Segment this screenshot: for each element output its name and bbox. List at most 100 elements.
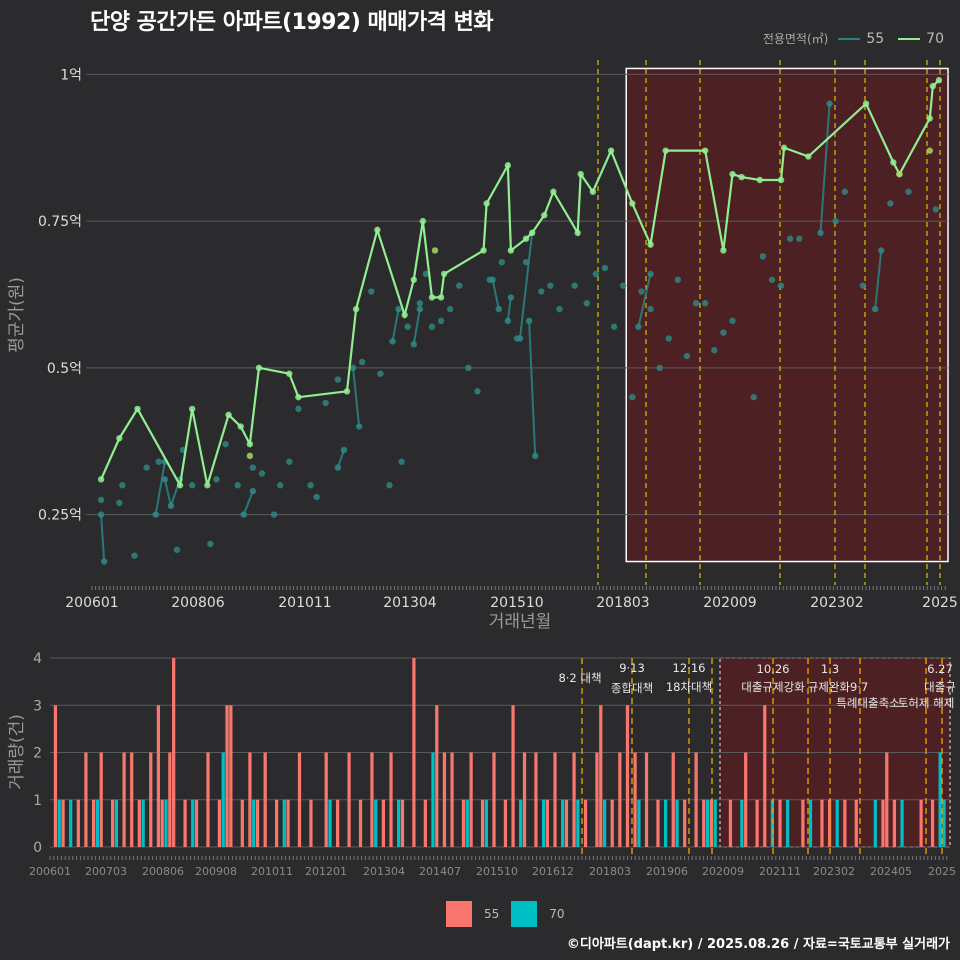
- bar-55: [172, 658, 176, 847]
- bar-55: [229, 705, 233, 847]
- y-tick-label: 0.75억: [38, 214, 82, 230]
- bar-55: [885, 752, 889, 847]
- bar-70: [576, 799, 580, 847]
- policy-annotation: 종합대책: [611, 681, 653, 695]
- series-70-point: [777, 176, 785, 184]
- bar-x-tick-label: 201803: [589, 865, 631, 878]
- series-70-point: [522, 235, 530, 242]
- x-tick-label: 2025: [922, 595, 958, 611]
- bar-70: [397, 799, 401, 847]
- series-70-point: [225, 411, 232, 418]
- series-55-line: [819, 103, 831, 233]
- bar-70: [561, 799, 565, 847]
- bar-70: [465, 799, 469, 847]
- bar-55: [137, 799, 141, 847]
- bar-x-tick-label: 202111: [759, 865, 801, 878]
- series-55-point: [796, 235, 803, 242]
- series-70-point: [896, 170, 903, 178]
- bar-55: [843, 799, 847, 847]
- bar-55: [240, 799, 244, 847]
- series-55-point: [474, 388, 481, 395]
- series-70-point: [926, 115, 933, 122]
- series-70-point: [431, 247, 439, 254]
- series-55-point: [629, 393, 636, 401]
- series-70-point: [607, 147, 615, 154]
- series-55-point: [786, 235, 794, 242]
- bar-x-tick-label: 202009: [702, 865, 744, 878]
- series-55-point: [355, 423, 363, 430]
- bar-55: [618, 752, 622, 847]
- bar-70: [835, 799, 839, 847]
- series-55-point: [276, 482, 284, 489]
- bar-70: [602, 799, 607, 847]
- series-55-line: [491, 279, 500, 310]
- series-55-point: [729, 317, 736, 325]
- y-tick-label: 0.25억: [38, 508, 82, 524]
- y-tick-label: 1억: [60, 67, 82, 83]
- bar-70: [541, 799, 546, 847]
- series-55-point: [322, 399, 329, 407]
- bar-70: [328, 799, 332, 847]
- x-tick-label: 201803: [596, 595, 649, 611]
- series-55-point: [571, 282, 578, 289]
- series-70-point: [255, 364, 263, 372]
- series-55-point: [222, 440, 229, 448]
- series-70-point: [577, 170, 584, 178]
- series-55-point: [556, 305, 563, 313]
- credit-text: ©디아파트(dapt.kr) / 2025.08.26 / 자료=국토교통부 실…: [566, 937, 950, 952]
- x-tick-label: 200601: [65, 595, 118, 611]
- series-55-point: [871, 305, 879, 313]
- series-70-point: [729, 170, 736, 178]
- bar-70: [252, 799, 256, 847]
- bar-55: [160, 799, 164, 847]
- series-55-point: [240, 511, 247, 518]
- bar-70: [713, 799, 717, 847]
- bar-55: [801, 799, 805, 847]
- bar-70: [663, 799, 668, 847]
- bar-55: [400, 799, 405, 847]
- x-axis-label: 거래년월: [489, 612, 552, 632]
- series-70-point: [589, 188, 597, 195]
- series-70-point: [176, 482, 184, 489]
- series-55-point: [513, 335, 521, 342]
- series-70-point: [629, 200, 636, 207]
- series-55-point: [932, 206, 940, 213]
- bar-y-tick-label: 1: [33, 793, 42, 809]
- bar-55: [450, 752, 454, 847]
- chart-title: 단양 공간가든 아파트(1992) 매매가격 변화: [90, 10, 494, 35]
- bar-55: [423, 799, 427, 847]
- policy-annotation: 6.27: [927, 662, 953, 676]
- legend-box-55: [446, 901, 472, 927]
- bar-70: [374, 799, 378, 847]
- bar-55: [572, 752, 576, 847]
- bar-55: [225, 705, 229, 847]
- bar-x-tick-label: 202302: [813, 865, 855, 878]
- series-55-point: [334, 376, 342, 383]
- series-55-point: [826, 100, 833, 107]
- bar-55: [255, 799, 260, 847]
- series-55-line: [528, 320, 537, 456]
- series-70-point: [286, 370, 293, 377]
- bar-55: [358, 799, 363, 847]
- bar-55: [130, 752, 134, 847]
- series-55-point: [416, 300, 424, 307]
- bar-55: [435, 705, 439, 847]
- series-70-point: [440, 270, 448, 278]
- bar-55: [511, 705, 515, 847]
- bar-70: [484, 799, 488, 847]
- series-55-point: [456, 282, 463, 289]
- series-55-point: [817, 229, 824, 237]
- series-55-point: [100, 558, 108, 565]
- bar-55: [389, 752, 393, 847]
- bar-55: [99, 752, 103, 847]
- bar-x-tick-label: 200806: [142, 865, 184, 878]
- bar-55: [442, 752, 447, 847]
- bar-x-tick-label: 200908: [195, 865, 237, 878]
- series-70-point: [428, 294, 436, 301]
- series-55-point: [377, 370, 384, 377]
- bar-55: [149, 752, 153, 847]
- series-55-point: [498, 258, 505, 266]
- bar-x-tick-label: 201510: [476, 865, 518, 878]
- series-55-point: [504, 317, 512, 325]
